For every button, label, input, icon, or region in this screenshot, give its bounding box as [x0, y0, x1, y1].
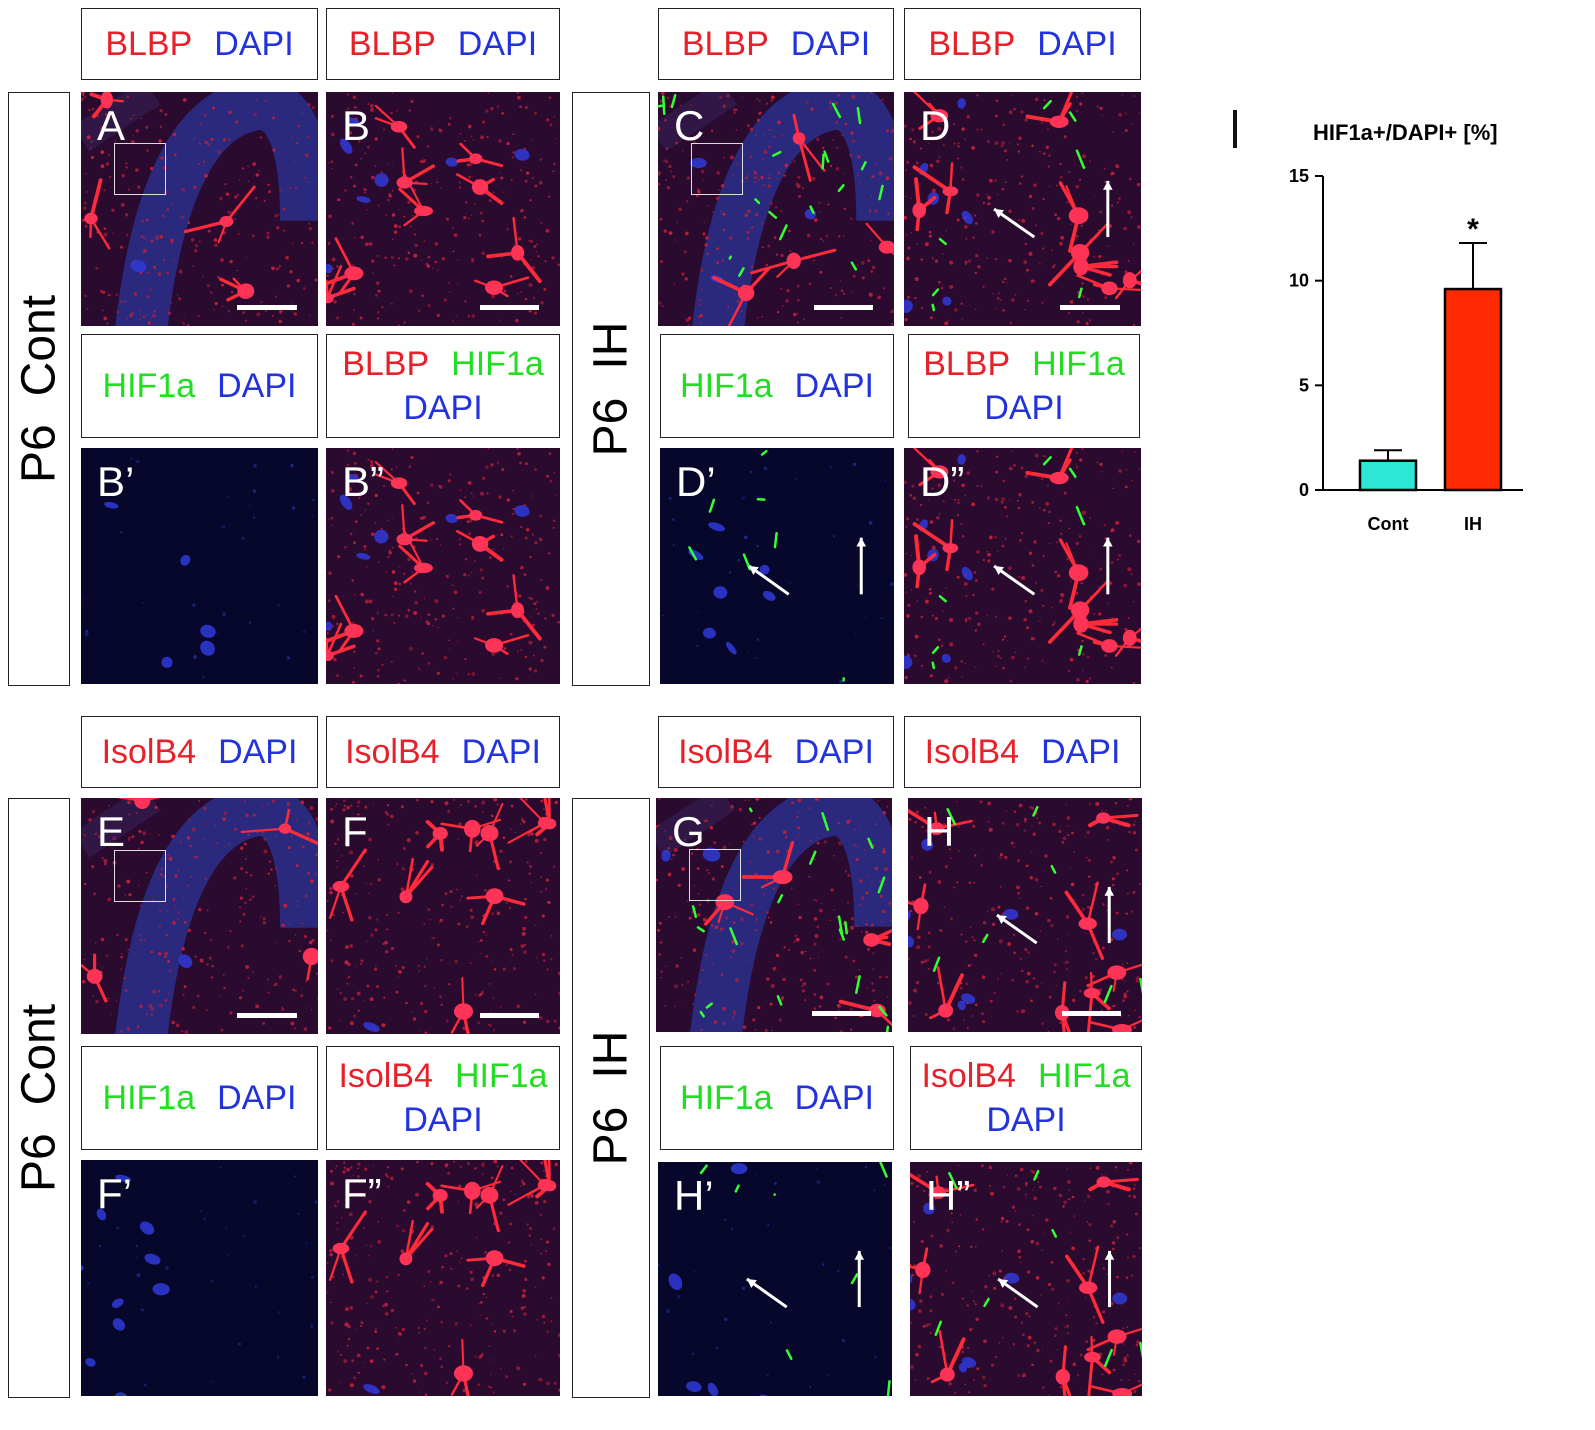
micrograph-g: G [656, 798, 892, 1032]
arrow-head [998, 1279, 1009, 1288]
micrograph-h: H [908, 798, 1142, 1032]
panel-label: F [342, 808, 368, 855]
scale-bar [811, 1010, 871, 1016]
panel-label: H [924, 808, 955, 855]
stain-label-fp: HIF1a DAPI [81, 1046, 318, 1150]
bar-chart: HIF1a+/DAPI+ [%] 0 5 10 15 Cont IH * [1233, 110, 1588, 560]
scale-bar [237, 304, 297, 310]
stain-label-bpp: BLBP HIF1a DAPI [326, 334, 560, 438]
stain-label-b: BLBP DAPI [326, 8, 560, 80]
side-label-p6-ih-bottom: P6 IH [572, 798, 650, 1398]
micrograph-c: C [658, 92, 894, 326]
side-label-p6-ih-top: P6 IH [572, 92, 650, 686]
micrograph-bp: B’ [81, 448, 318, 684]
micrograph-b: B [326, 92, 560, 326]
x-tick-label: IH [1464, 514, 1482, 534]
y-tick-label: 0 [1299, 480, 1309, 500]
bar-cont [1358, 459, 1418, 492]
panel-label: E [97, 808, 126, 855]
stain-label-dp: HIF1a DAPI [660, 334, 894, 438]
side-label-p6-cont-top: P6 Cont [8, 92, 70, 686]
panel-label: F” [342, 1170, 382, 1217]
arrow-head [1103, 537, 1113, 547]
arrow-head [1104, 1250, 1115, 1260]
micrograph-d: D [904, 92, 1141, 326]
x-tick-label: Cont [1368, 514, 1409, 534]
micrograph-bpp: B” [326, 448, 560, 684]
panel-label: C [674, 102, 705, 149]
stain-label-dpp: BLBP HIF1a DAPI [908, 334, 1140, 438]
inset-box [114, 143, 166, 196]
stain-label-hp: HIF1a DAPI [660, 1046, 894, 1150]
stain-label-hpp: IsolB4 HIF1a DAPI [910, 1046, 1142, 1150]
stain-label-bp: HIF1a DAPI [81, 334, 318, 438]
panel-label: B [342, 102, 371, 149]
stain-label-d: BLBP DAPI [904, 8, 1141, 80]
panel-label: F’ [97, 1170, 132, 1217]
inset-box [691, 143, 743, 196]
significance-asterisk: * [1467, 213, 1479, 246]
arrow-head [994, 209, 1004, 218]
micrograph-hp: H’ [658, 1162, 892, 1396]
panel-label: B’ [97, 458, 135, 505]
micrograph-f: F [326, 798, 560, 1034]
panel-marker [1233, 110, 1237, 148]
stain-label-h: IsolB4 DAPI [904, 716, 1141, 788]
stain-label-g: IsolB4 DAPI [658, 716, 894, 788]
age-label: P6 [584, 397, 638, 457]
stain-label-e: IsolB4 DAPI [81, 716, 318, 788]
group-label: IH [584, 321, 638, 370]
panel-label: D” [920, 458, 965, 505]
arrow-head [746, 1279, 757, 1288]
arrow-head [1103, 180, 1113, 190]
scale-bar [237, 1012, 297, 1018]
micrograph-hpp: H” [910, 1162, 1142, 1396]
side-label-p6-cont-bottom: P6 Cont [8, 798, 70, 1398]
arrow-head [1104, 886, 1115, 896]
inset-box [689, 849, 741, 902]
scale-bar [813, 304, 873, 310]
scale-bar [480, 304, 539, 310]
panel-label: D [920, 102, 951, 149]
micrograph-fpp: F” [326, 1160, 560, 1396]
arrow-head [994, 566, 1004, 575]
micrograph-a: A [81, 92, 318, 326]
group-label: IH [584, 1030, 638, 1079]
panel-label: A [97, 102, 126, 149]
group-label: Cont [12, 1003, 66, 1106]
stain-label-fpp: IsolB4 HIF1a DAPI [326, 1046, 560, 1150]
group-label: Cont [12, 294, 66, 397]
arrow-head [856, 537, 867, 547]
panel-label: D’ [676, 458, 716, 505]
panel-label: H” [926, 1172, 971, 1219]
arrow-head [854, 1250, 865, 1260]
scale-bar [480, 1012, 539, 1018]
y-tick-label: 10 [1289, 271, 1309, 291]
age-label: P6 [584, 1106, 638, 1166]
arrow-head [996, 915, 1007, 924]
micrograph-fp: F’ [81, 1160, 318, 1396]
panel-label: H’ [674, 1172, 714, 1219]
stain-label-c: BLBP DAPI [658, 8, 894, 80]
panel-label: B” [342, 458, 384, 505]
micrograph-dp: D’ [660, 448, 894, 684]
bar-ih [1443, 287, 1503, 492]
age-label: P6 [12, 1133, 66, 1193]
scale-bar [1060, 304, 1120, 310]
age-label: P6 [12, 424, 66, 484]
y-tick-label: 15 [1289, 166, 1309, 186]
chart-title: HIF1a+/DAPI+ [%] [1313, 120, 1498, 145]
stain-label-f: IsolB4 DAPI [326, 716, 560, 788]
panel-label: G [672, 808, 705, 855]
inset-box [114, 849, 166, 902]
micrograph-dpp: D” [904, 448, 1141, 684]
y-tick-label: 5 [1299, 375, 1309, 395]
stain-label-a: BLBP DAPI [81, 8, 318, 80]
scale-bar [1062, 1010, 1121, 1016]
arrow-head [748, 566, 759, 575]
micrograph-e: E [81, 798, 318, 1034]
